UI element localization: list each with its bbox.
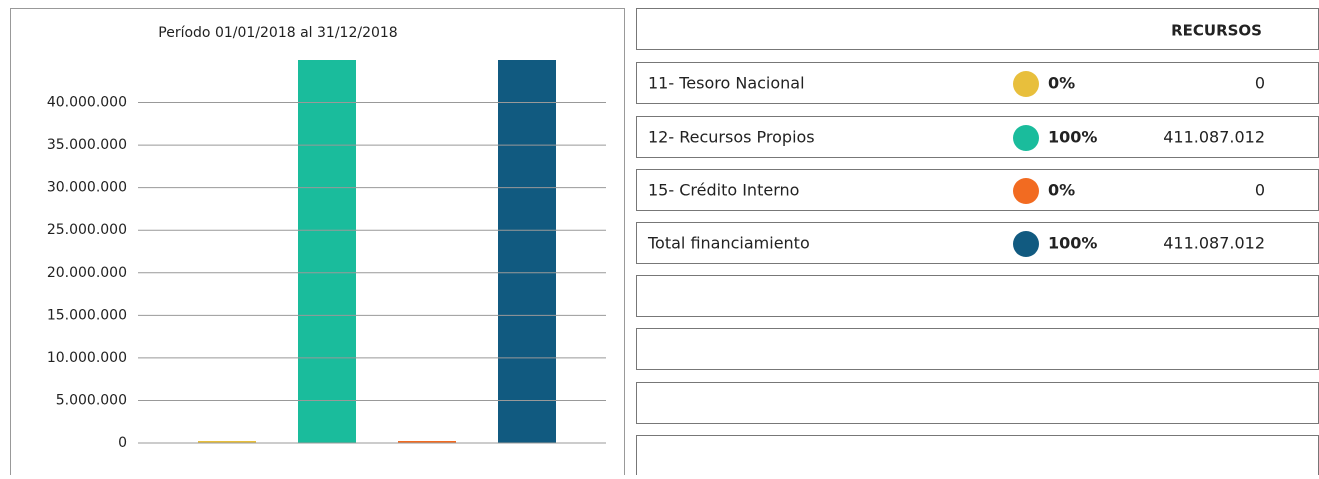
empty-row	[636, 328, 1319, 370]
row-dot	[1013, 71, 1039, 97]
y-tick-label: 30.000.000	[47, 180, 127, 196]
table-row	[636, 169, 1319, 211]
bar	[198, 441, 256, 443]
bar	[298, 60, 356, 443]
row-percent: 100%	[1048, 128, 1097, 147]
row-name: 12- Recursos Propios	[648, 128, 815, 147]
empty-row	[636, 435, 1319, 477]
row-amount: 0	[1255, 74, 1265, 93]
table-row	[636, 116, 1319, 158]
row-percent: 0%	[1048, 181, 1075, 200]
y-tick-label: 35.000.000	[47, 137, 127, 153]
table-row	[636, 62, 1319, 104]
y-tick-label: 15.000.000	[47, 307, 127, 323]
row-amount: 411.087.012	[1163, 234, 1265, 253]
y-tick-label: 20.000.000	[47, 265, 127, 281]
table-row	[636, 222, 1319, 264]
table-header	[636, 8, 1319, 50]
y-tick-label: 0	[118, 435, 127, 451]
row-name: Total financiamiento	[647, 234, 810, 253]
y-tick-label: 25.000.000	[47, 222, 127, 238]
row-percent: 0%	[1048, 74, 1075, 93]
empty-row	[636, 275, 1319, 317]
row-name: 11- Tesoro Nacional	[648, 74, 805, 93]
row-dot	[1013, 178, 1039, 204]
row-percent: 100%	[1048, 234, 1097, 253]
row-dot	[1013, 231, 1039, 257]
chart-title: Período 01/01/2018 al 31/12/2018	[158, 25, 397, 41]
row-dot	[1013, 125, 1039, 151]
row-amount: 0	[1255, 181, 1265, 200]
row-amount: 411.087.012	[1163, 128, 1265, 147]
bar	[498, 60, 556, 443]
plot-area	[198, 60, 556, 443]
row-name: 15- Crédito Interno	[648, 181, 799, 200]
bar	[398, 441, 456, 443]
table-header-text: RECURSOS	[1171, 22, 1262, 40]
empty-row	[636, 382, 1319, 424]
y-tick-label: 40.000.000	[47, 95, 127, 111]
y-tick-label: 5.000.000	[56, 392, 127, 408]
y-tick-label: 10.000.000	[47, 350, 127, 366]
